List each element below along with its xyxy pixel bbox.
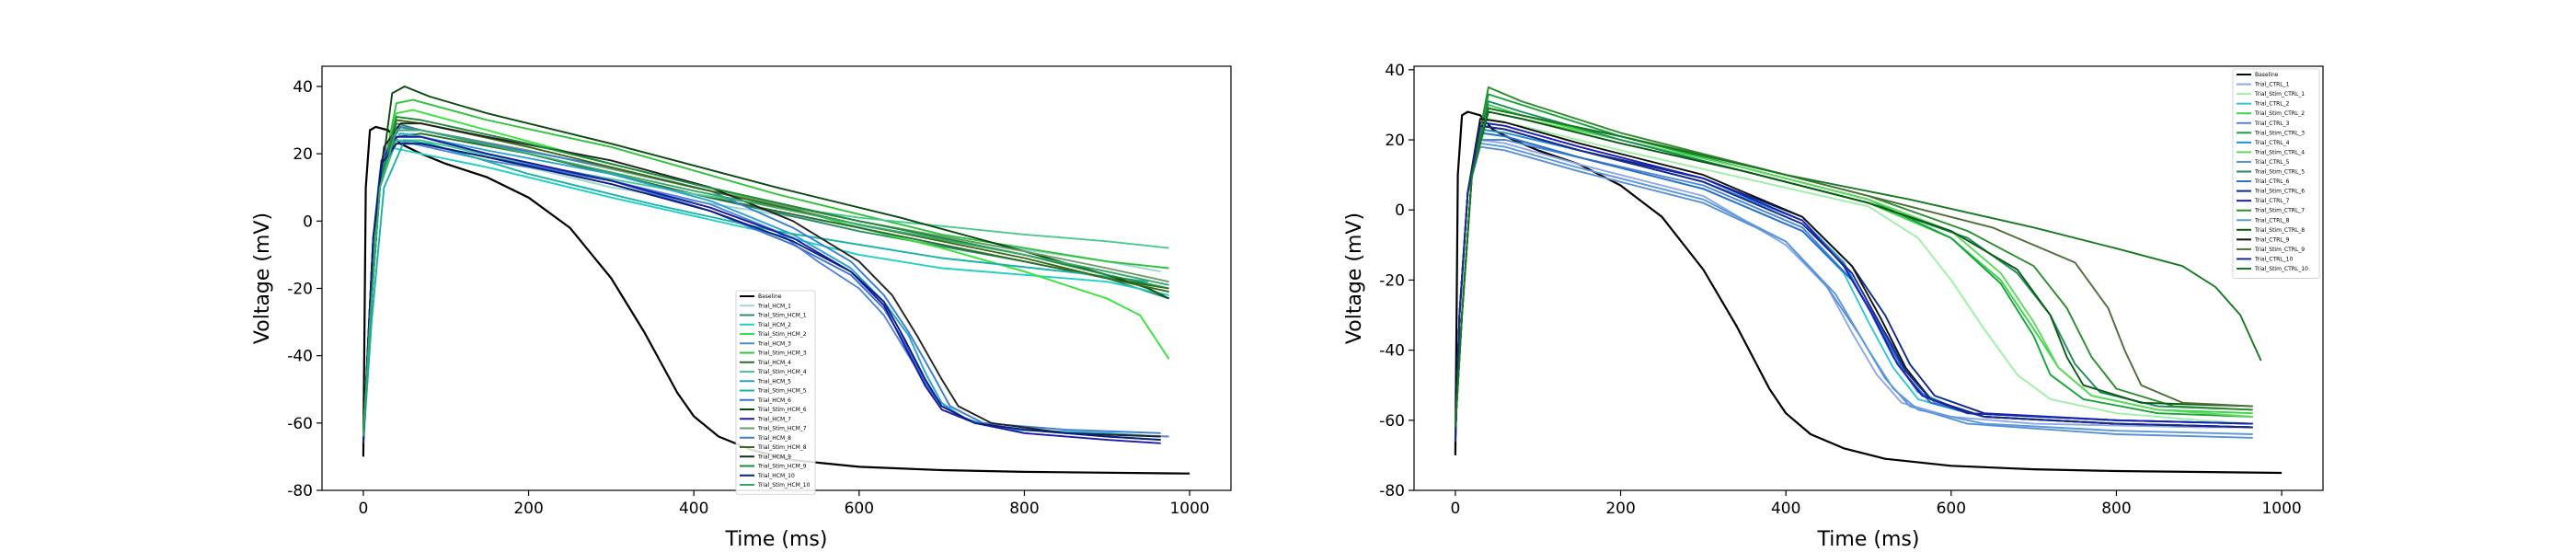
x-tick-label: 400 — [679, 500, 708, 518]
legend-label: Trial_Stim_CTRL_5 — [2254, 169, 2305, 176]
y-axis-ticks: -80 -60 -40 -20 0 20 40 — [287, 78, 322, 500]
x-tick-label: 200 — [513, 500, 543, 518]
legend-label: Trial_CTRL_7 — [2254, 198, 2290, 204]
legend-label: Trial_CTRL_8 — [2254, 217, 2290, 224]
axes-frame — [1413, 65, 2324, 491]
legend-label: Trial_Stim_HCM_3 — [757, 351, 807, 357]
y-tick-label: -60 — [1379, 412, 1405, 431]
legend-label: Trial_HCM_4 — [757, 360, 791, 366]
y-axis-label: Voltage (mV) — [1343, 213, 1366, 344]
x-axis-ticks: 0 200 400 600 800 1000 — [358, 490, 1210, 518]
legend-label: Trial_CTRL_1 — [2254, 82, 2290, 88]
x-tick-label: 800 — [2101, 500, 2131, 518]
series-lines — [1454, 86, 2283, 475]
x-tick-label: 800 — [1009, 500, 1039, 518]
legend-label: Trial_HCM_5 — [757, 378, 791, 385]
chart-right: 0 200 400 600 800 1000 -80 -60 -40 -20 0 20 40 Time (… — [1343, 62, 2324, 551]
x-tick-label: 600 — [1937, 500, 1966, 518]
legend-label: Trial_Stim_HCM_4 — [757, 369, 807, 375]
legend-label: Trial_HCM_6 — [757, 397, 791, 404]
series-line — [1454, 103, 2253, 428]
series-line — [1454, 118, 2253, 428]
x-tick-label: 0 — [1450, 500, 1460, 518]
series-line — [1454, 139, 2253, 435]
series-line — [362, 129, 1169, 437]
legend-label: Trial_HCM_2 — [757, 322, 791, 328]
x-axis-label: Time (ms) — [725, 528, 828, 551]
y-tick-label: 0 — [303, 213, 313, 231]
legend-label: Trial_Stim_HCM_5 — [757, 388, 807, 395]
legend-label: Trial_CTRL_4 — [2254, 140, 2290, 146]
legend-label: Trial_Stim_CTRL_4 — [2254, 149, 2305, 155]
legend-label: Trial_Stim_CTRL_8 — [2254, 227, 2305, 234]
y-tick-label: 40 — [293, 78, 313, 97]
series-line — [362, 139, 1149, 443]
legend-label: Trial_Stim_CTRL_2 — [2254, 110, 2305, 117]
y-tick-label: -40 — [287, 348, 313, 366]
legend-label: Trial_CTRL_6 — [2254, 178, 2290, 185]
legend: Baseline Trial_CTRL_1 Trial_Stim_CTRL_1 Tri… — [2232, 68, 2320, 279]
legend-label: Trial_CTRL_5 — [2254, 159, 2290, 166]
legend-label: Trial_HCM_8 — [757, 435, 791, 442]
x-tick-label: 600 — [845, 500, 874, 518]
x-tick-label: 400 — [1771, 500, 1800, 518]
y-tick-label: 0 — [1395, 201, 1405, 220]
y-tick-label: -60 — [287, 415, 313, 433]
y-axis-label: Voltage (mV) — [251, 213, 274, 344]
legend-label: Trial_CTRL_2 — [2254, 101, 2290, 108]
legend-label: Trial_Stim_CTRL_9 — [2254, 247, 2305, 253]
x-axis-ticks: 0 200 400 600 800 1000 — [1450, 490, 2302, 518]
legend-label: Trial_Stim_HCM_8 — [757, 444, 807, 451]
series-line — [1454, 132, 2253, 442]
legend-box — [735, 290, 816, 495]
y-tick-label: 20 — [293, 145, 313, 164]
y-tick-label: 40 — [1385, 62, 1405, 80]
legend-label: Trial_Stim_CTRL_7 — [2254, 208, 2305, 214]
series-line — [1454, 139, 2253, 442]
series-line — [1454, 124, 2253, 442]
legend-label: Trial_Stim_HCM_10 — [757, 482, 811, 489]
legend-label: Trial_HCM_3 — [757, 340, 791, 347]
legend-label: Trial_HCM_7 — [757, 416, 791, 422]
legend-label: Trial_Stim_CTRL_1 — [2254, 91, 2305, 98]
legend-label: Baseline — [758, 293, 782, 300]
series-line — [1454, 110, 2283, 475]
x-tick-label: 0 — [358, 500, 368, 518]
legend: Baseline Trial_HCM_1 Trial_Stim_HCM_1 Trial… — [735, 290, 816, 495]
legend-label: Trial_Stim_HCM_9 — [757, 464, 807, 470]
legend-label: Trial_HCM_1 — [757, 303, 791, 309]
legend-label: Trial_CTRL_9 — [2254, 236, 2290, 243]
legend-label: Trial_Stim_HCM_7 — [757, 426, 807, 432]
x-axis-label: Time (ms) — [1817, 528, 1920, 551]
legend-label: Trial_CTRL_3 — [2254, 121, 2290, 127]
chart-left: 0 200 400 600 800 1000 -80 -60 -40 -20 0 20 40 Time (… — [251, 65, 1232, 551]
series-line — [1454, 93, 2253, 428]
legend-label: Trial_Stim_CTRL_10 — [2254, 266, 2308, 272]
y-tick-label: -20 — [287, 280, 313, 298]
y-tick-label: -20 — [1379, 271, 1405, 290]
y-tick-label: -80 — [1379, 482, 1405, 500]
legend-label: Baseline — [2255, 72, 2279, 78]
x-tick-label: 1000 — [1169, 500, 1209, 518]
legend-box — [2232, 68, 2320, 279]
legend-label: Trial_CTRL_10 — [2254, 256, 2293, 262]
series-line — [362, 143, 1161, 443]
legend-label: Trial_Stim_CTRL_6 — [2254, 189, 2305, 195]
legend-label: Trial_Stim_CTRL_3 — [2254, 130, 2305, 136]
x-tick-label: 1000 — [2261, 500, 2301, 518]
legend-label: Trial_Stim_HCM_2 — [757, 331, 807, 338]
y-tick-label: 20 — [1385, 132, 1405, 150]
series-lines — [362, 86, 1190, 475]
legend-label: Trial_Stim_HCM_1 — [757, 313, 807, 319]
legend-label: Trial_HCM_9 — [757, 454, 791, 460]
x-tick-label: 200 — [1605, 500, 1635, 518]
legend-label: Trial_HCM_10 — [757, 473, 795, 479]
series-line — [1454, 107, 2262, 428]
legend-label: Trial_Stim_HCM_6 — [757, 407, 807, 413]
series-line — [1454, 132, 2253, 442]
y-tick-label: -80 — [287, 482, 313, 500]
y-axis-ticks: -80 -60 -40 -20 0 20 40 — [1379, 62, 1414, 500]
y-tick-label: -40 — [1379, 342, 1405, 361]
